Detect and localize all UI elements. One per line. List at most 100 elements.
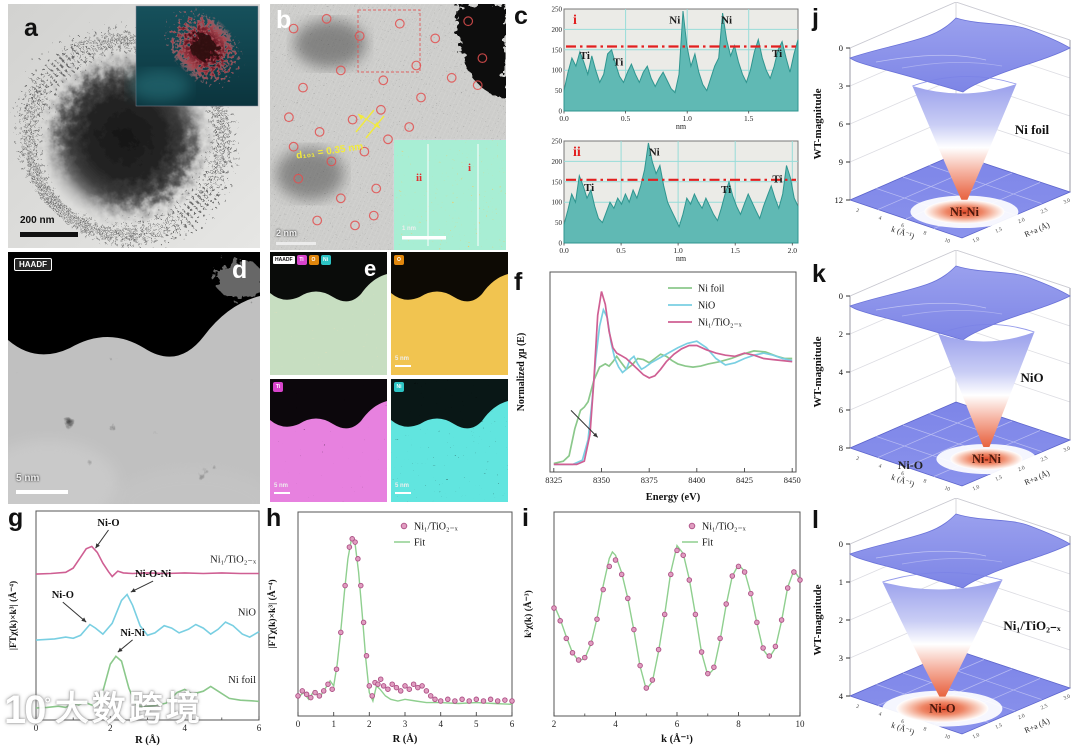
svg-text:Fit: Fit <box>702 538 713 549</box>
svg-text:8: 8 <box>922 478 927 485</box>
svg-text:4: 4 <box>839 367 844 377</box>
svg-text:4: 4 <box>878 215 883 222</box>
ti-chip: Ti <box>296 255 307 265</box>
svg-text:200: 200 <box>552 26 563 34</box>
o-map-scale: 5 nm <box>395 356 410 362</box>
svg-text:WT-magnitude: WT-magnitude <box>812 584 824 655</box>
svg-text:Normalized χμ (E): Normalized χμ (E) <box>516 333 527 412</box>
svg-text:6: 6 <box>900 471 905 478</box>
svg-text:200: 200 <box>552 158 563 166</box>
ni-chip: Ni <box>320 255 331 265</box>
svg-text:1: 1 <box>839 577 843 587</box>
svg-text:R+a (Å): R+a (Å) <box>1023 716 1051 735</box>
svg-text:R (Å): R (Å) <box>393 733 418 745</box>
svg-text:150: 150 <box>552 46 563 54</box>
svg-text:k (Å⁻¹): k (Å⁻¹) <box>890 225 916 241</box>
svg-text:100: 100 <box>552 67 563 75</box>
panel-g-label: g <box>8 504 24 532</box>
svg-text:Ni₁/TiO₂₋ₓ: Ni₁/TiO₂₋ₓ <box>210 555 257 566</box>
eds-ni-map: Ni 5 nm <box>391 379 508 502</box>
eds-haadf-tag: HAADF <box>273 256 295 264</box>
svg-text:Ni foil: Ni foil <box>228 675 256 686</box>
svg-text:6: 6 <box>900 223 905 230</box>
panel-l-wt-ni1tio2: l 0 1 2 3 4 WT-magnitude Ni₁/TiO₂₋ₓ Ni-O 2 4 6 8 10 1… <box>806 498 1078 746</box>
panel-i-kspace-fit: i 2 4 6 8 10 Ni₁/TiO₂₋ₓ Fit k (Å⁻¹) k³χ(k) (Å⁻³) <box>520 506 808 746</box>
svg-text:1.0: 1.0 <box>683 114 693 123</box>
svg-text:50: 50 <box>555 87 563 95</box>
svg-text:6: 6 <box>839 405 843 415</box>
svg-text:1.5: 1.5 <box>995 227 1004 235</box>
svg-text:Ti: Ti <box>580 50 590 62</box>
eds-o-map: O 5 nm <box>391 252 508 375</box>
svg-text:8375: 8375 <box>641 475 658 485</box>
svg-text:1.0: 1.0 <box>972 484 981 492</box>
svg-text:100: 100 <box>552 199 563 207</box>
panel-h-rspace-fit: h 0 1 2 3 4 5 6 Ni₁/TiO₂₋ₓ Fit R (Å) |FTχ(k)×k³| (… <box>264 506 520 746</box>
eds-overlay-map: HAADF Ti O Ni e <box>270 252 387 375</box>
svg-text:k (Å⁻¹): k (Å⁻¹) <box>661 733 693 745</box>
svg-text:1.5: 1.5 <box>744 114 754 123</box>
svg-text:2: 2 <box>839 615 843 625</box>
svg-text:2.0: 2.0 <box>1017 465 1026 473</box>
svg-text:Ni-O-Ni: Ni-O-Ni <box>135 569 171 580</box>
svg-text:Ni-O: Ni-O <box>929 702 956 716</box>
svg-text:Ni-Ni: Ni-Ni <box>120 628 145 639</box>
svg-text:4: 4 <box>878 711 883 718</box>
panel-h-label: h <box>266 504 282 532</box>
svg-text:Ni₁/TiO₂₋ₓ: Ni₁/TiO₂₋ₓ <box>414 522 458 533</box>
watermark-logo: 10° <box>4 688 51 732</box>
svg-text:1.5: 1.5 <box>731 246 741 255</box>
svg-text:R+a (Å): R+a (Å) <box>1023 468 1051 487</box>
svg-text:Ni foil: Ni foil <box>1015 122 1050 137</box>
hrtem-overlay <box>270 4 506 250</box>
svg-text:2: 2 <box>855 704 860 711</box>
svg-text:0.0: 0.0 <box>559 246 569 255</box>
svg-text:0.5: 0.5 <box>621 114 631 123</box>
svg-text:10: 10 <box>944 734 951 742</box>
haadf-tag: HAADF <box>14 258 52 271</box>
svg-text:4: 4 <box>878 463 883 470</box>
svg-text:Ni-O: Ni-O <box>97 518 119 529</box>
svg-text:8425: 8425 <box>736 475 753 485</box>
svg-text:Fit: Fit <box>414 538 425 549</box>
eds-legend: HAADF Ti O Ni <box>273 255 331 265</box>
svg-text:8325: 8325 <box>545 475 562 485</box>
svg-text:6: 6 <box>900 719 905 726</box>
svg-text:nm: nm <box>676 122 687 130</box>
svg-text:k (Å⁻¹): k (Å⁻¹) <box>890 473 916 489</box>
svg-text:1.0: 1.0 <box>673 246 683 255</box>
panel-e-eds-maps: HAADF Ti O Ni e O 5 nm Ti <box>270 252 510 504</box>
svg-text:2.0: 2.0 <box>788 246 798 255</box>
svg-text:2.5: 2.5 <box>1040 455 1049 463</box>
panel-j-wt-nifoil: j 0 3 6 9 12 WT-magnitude Ni foil Ni-Ni 2 4 6 8 10 1.… <box>806 2 1078 248</box>
eds-ti-speckle <box>270 379 387 502</box>
svg-text:2.5: 2.5 <box>1040 207 1049 215</box>
rspace-fit-chart: 0 1 2 3 4 5 6 Ni₁/TiO₂₋ₓ Fit R (Å) |FTχ(k)×k³| (Å⁻… <box>266 511 515 745</box>
ni-map-chip: Ni <box>394 382 404 392</box>
svg-text:250: 250 <box>552 6 563 14</box>
svg-text:|FTχ(k)×k³| (Å⁻⁴): |FTχ(k)×k³| (Å⁻⁴) <box>7 581 19 650</box>
svg-text:8: 8 <box>922 726 927 733</box>
svg-text:k³χ(k) (Å⁻³): k³χ(k) (Å⁻³) <box>522 590 534 638</box>
svg-text:nm: nm <box>676 254 687 262</box>
watermark: 10° 大数跨境 <box>4 690 203 730</box>
o-map-chip: O <box>394 255 404 265</box>
svg-text:R (Å): R (Å) <box>135 734 160 746</box>
svg-text:Ti: Ti <box>584 182 594 194</box>
svg-text:6: 6 <box>510 719 515 729</box>
svg-text:Ni-Ni: Ni-Ni <box>950 205 980 219</box>
svg-text:0: 0 <box>839 539 843 549</box>
svg-text:4: 4 <box>182 723 187 733</box>
svg-text:Ni-O: Ni-O <box>898 458 923 472</box>
svg-text:2: 2 <box>855 208 860 215</box>
svg-text:1.5: 1.5 <box>995 475 1004 483</box>
svg-text:0.5: 0.5 <box>616 246 626 255</box>
inset-linescan-label-2: i <box>468 162 472 174</box>
svg-text:10: 10 <box>796 719 806 729</box>
svg-text:Ni₁/TiO₂₋ₓ: Ni₁/TiO₂₋ₓ <box>702 522 746 533</box>
svg-text:Energy (eV): Energy (eV) <box>646 492 701 503</box>
inset-linescan-label-1: ii <box>416 172 423 184</box>
svg-text:2: 2 <box>367 719 372 729</box>
svg-text:4: 4 <box>613 719 618 729</box>
